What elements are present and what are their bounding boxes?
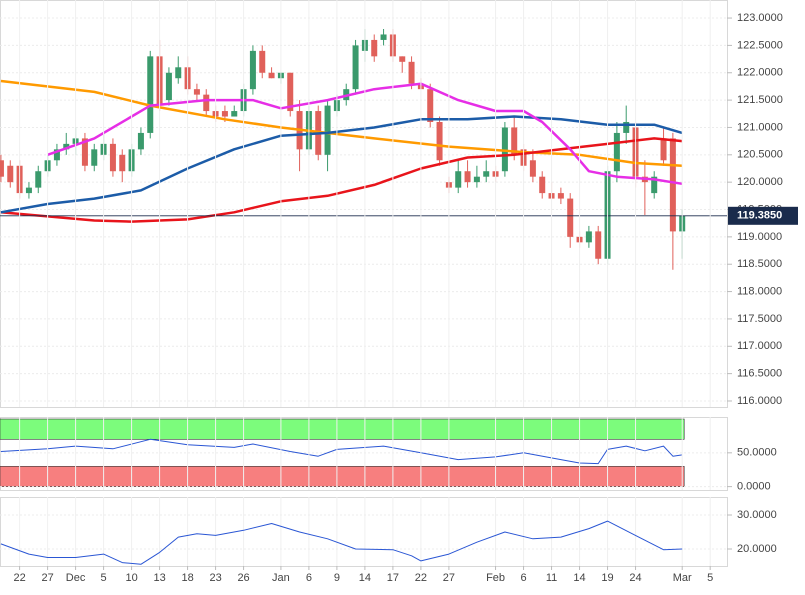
candle-body — [651, 176, 658, 194]
y-tick-label: 121.5000 — [737, 94, 783, 106]
candle-body — [352, 45, 359, 90]
x-tick-label: 27 — [41, 572, 53, 584]
x-tick-label: 19 — [601, 572, 613, 584]
y-tick-label: 121.0000 — [737, 121, 783, 133]
y-tick-label: 120.5000 — [737, 149, 783, 161]
candle-body — [7, 165, 14, 183]
x-tick-label: 18 — [181, 572, 193, 584]
candle-body — [408, 61, 415, 84]
x-tick-label: 9 — [334, 572, 340, 584]
candle-body — [427, 89, 434, 122]
candle-body — [287, 72, 294, 112]
x-tick-label: Feb — [486, 572, 505, 584]
candle-body — [464, 171, 471, 183]
candle-body — [483, 171, 490, 177]
x-tick-label: Jan — [272, 572, 290, 584]
candle-body — [595, 231, 602, 259]
candle-body — [501, 127, 508, 172]
x-tick-label: 14 — [359, 572, 371, 584]
x-tick-label: 22 — [415, 572, 427, 584]
y-tick-label: 117.5000 — [737, 313, 782, 325]
candle-body — [137, 132, 144, 150]
candle-body — [81, 138, 88, 166]
candle-body — [585, 231, 592, 243]
x-tick-label: 11 — [546, 572, 557, 584]
band — [0, 418, 685, 440]
candle-body — [371, 39, 378, 57]
candle-body — [380, 34, 387, 40]
band — [0, 466, 685, 487]
candle-body — [557, 193, 564, 199]
x-tick-label: 17 — [387, 572, 399, 584]
y-tick-label: 0.0000 — [737, 481, 771, 493]
candle-body — [399, 56, 406, 62]
x-tick-label: 6 — [520, 572, 526, 584]
candle-body — [669, 138, 676, 232]
x-tick-label: Dec — [66, 572, 86, 584]
x-tick-label: 26 — [237, 572, 249, 584]
candle-body — [119, 154, 126, 172]
candle-body — [63, 143, 70, 150]
candle-body — [109, 143, 116, 172]
x-tick-label: 13 — [153, 572, 165, 584]
candle-body — [567, 198, 574, 237]
line — [0, 115, 683, 214]
x-tick-label: 6 — [306, 572, 312, 584]
y-tick-label: 20.0000 — [737, 543, 777, 555]
candle-body — [175, 67, 182, 79]
x-tick-label: 14 — [573, 572, 585, 584]
candle-body — [249, 50, 256, 90]
candle-body — [147, 56, 154, 133]
x-tick-label: 5 — [101, 572, 107, 584]
candle-body — [193, 89, 200, 95]
x-tick-label: 22 — [13, 572, 25, 584]
x-tick-label: 10 — [125, 572, 137, 584]
x-tick-label: 5 — [707, 572, 713, 584]
y-tick-label: 123.0000 — [737, 12, 783, 24]
candle-body — [511, 127, 518, 155]
candle-body — [473, 176, 480, 183]
candle-body — [221, 111, 228, 117]
y-tick-label: 120.0000 — [737, 176, 783, 188]
candle-body — [165, 72, 172, 101]
candle-body — [660, 138, 667, 161]
y-tick-label: 50.0000 — [737, 447, 777, 459]
line — [47, 82, 683, 186]
y-tick-label: 122.0000 — [737, 67, 783, 79]
candle-body — [436, 121, 443, 161]
candle-body — [324, 105, 331, 155]
x-tick-label: 24 — [629, 572, 641, 584]
candle-body — [53, 149, 60, 161]
last-price-label: 119.3850 — [737, 210, 782, 222]
y-tick-label: 30.0000 — [737, 509, 777, 521]
candle-body — [623, 121, 630, 133]
candle-body — [35, 171, 42, 188]
candle-body — [268, 72, 275, 79]
candle-body — [529, 160, 536, 177]
x-tick-label: 23 — [209, 572, 221, 584]
line — [0, 520, 683, 565]
x-tick-label: Mar — [673, 572, 692, 584]
candle-body — [91, 149, 98, 166]
panel — [0, 497, 728, 567]
y-tick-label: 117.0000 — [737, 340, 782, 352]
candle-body — [613, 132, 620, 172]
x-tick-label: 27 — [443, 572, 455, 584]
candle-body — [203, 94, 210, 112]
y-tick-label: 116.5000 — [737, 368, 782, 380]
y-tick-label: 122.5000 — [737, 39, 783, 51]
y-tick-label: 118.5000 — [737, 258, 782, 270]
candle-body — [231, 111, 238, 117]
last-price-box — [728, 206, 798, 225]
line — [0, 137, 683, 223]
y-tick-label: 118.0000 — [737, 285, 782, 297]
candle-body — [259, 50, 266, 73]
candle-body — [0, 160, 4, 177]
y-tick-label: 119.0000 — [737, 231, 782, 243]
y-tick-label: 116.0000 — [737, 395, 782, 407]
candle-body — [25, 187, 32, 194]
candle-body — [455, 171, 462, 188]
candle-body — [539, 176, 546, 194]
